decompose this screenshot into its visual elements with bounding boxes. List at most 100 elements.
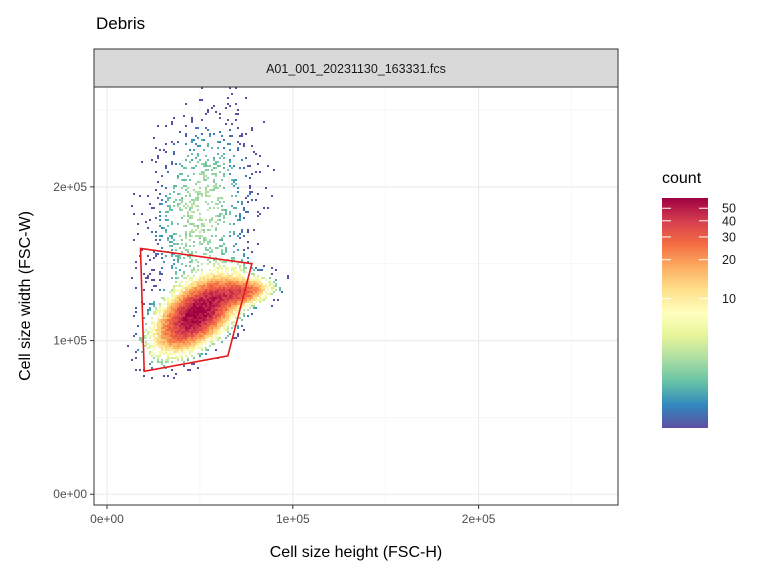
- density-cell: [221, 213, 223, 215]
- density-cell: [215, 221, 217, 223]
- density-cell: [195, 291, 197, 293]
- density-cell: [175, 233, 177, 235]
- density-cell: [213, 303, 215, 305]
- density-cell: [181, 299, 183, 301]
- density-cell: [237, 263, 239, 265]
- density-cell: [231, 313, 233, 315]
- density-cell: [225, 247, 227, 249]
- density-cell: [197, 287, 199, 289]
- density-cell: [239, 167, 241, 169]
- density-cell: [135, 307, 137, 309]
- density-cell: [185, 295, 187, 297]
- density-cell: [193, 211, 195, 213]
- density-cell: [271, 283, 273, 285]
- density-cell: [183, 215, 185, 217]
- density-cell: [229, 287, 231, 289]
- density-cell: [183, 335, 185, 337]
- x-axis: 0e+00 1e+05 2e+05: [90, 505, 496, 526]
- density-cell: [209, 345, 211, 347]
- density-cell: [159, 215, 161, 217]
- density-cell: [203, 287, 205, 289]
- density-cell: [265, 295, 267, 297]
- density-cell: [205, 253, 207, 255]
- density-cell: [193, 281, 195, 283]
- density-cell: [185, 341, 187, 343]
- density-cell: [189, 307, 191, 309]
- density-cell: [187, 315, 189, 317]
- density-cell: [177, 347, 179, 349]
- density-cell: [213, 305, 215, 307]
- density-cell: [195, 289, 197, 291]
- density-cell: [223, 321, 225, 323]
- density-cell: [211, 315, 213, 317]
- density-cell: [271, 293, 273, 295]
- density-cell: [251, 285, 253, 287]
- density-cell: [159, 203, 161, 205]
- density-cell: [203, 241, 205, 243]
- density-cell: [175, 327, 177, 329]
- density-cell: [181, 307, 183, 309]
- density-cell: [195, 335, 197, 337]
- density-cell: [221, 273, 223, 275]
- density-cell: [229, 315, 231, 317]
- density-cell: [225, 209, 227, 211]
- density-cell: [177, 319, 179, 321]
- density-cell: [247, 231, 249, 233]
- density-cell: [161, 349, 163, 351]
- density-cell: [217, 293, 219, 295]
- density-cell: [245, 271, 247, 273]
- density-cell: [169, 307, 171, 309]
- density-cell: [185, 195, 187, 197]
- density-cell: [175, 317, 177, 319]
- density-cell: [215, 323, 217, 325]
- density-cell: [179, 339, 181, 341]
- density-cell: [237, 327, 239, 329]
- density-cell: [179, 331, 181, 333]
- density-cell: [217, 333, 219, 335]
- density-cell: [187, 359, 189, 361]
- density-cell: [169, 327, 171, 329]
- density-cell: [247, 285, 249, 287]
- density-cell: [213, 273, 215, 275]
- density-cell: [237, 305, 239, 307]
- density-cell: [191, 303, 193, 305]
- density-cell: [161, 247, 163, 249]
- density-cell: [149, 273, 151, 275]
- density-cell: [187, 335, 189, 337]
- density-cell: [143, 303, 145, 305]
- density-cell: [155, 235, 157, 237]
- density-cell: [127, 345, 129, 347]
- density-cell: [211, 323, 213, 325]
- density-cell: [189, 287, 191, 289]
- density-cell: [155, 323, 157, 325]
- density-cell: [201, 163, 203, 165]
- density-cell: [245, 267, 247, 269]
- density-cell: [249, 293, 251, 295]
- density-cell: [165, 299, 167, 301]
- density-cell: [257, 269, 259, 271]
- density-cell: [155, 345, 157, 347]
- density-cell: [189, 215, 191, 217]
- density-cell: [213, 331, 215, 333]
- density-cell: [175, 351, 177, 353]
- density-cell: [243, 281, 245, 283]
- density-cell: [259, 293, 261, 295]
- density-cell: [217, 147, 219, 149]
- density-cell: [213, 173, 215, 175]
- density-cell: [193, 241, 195, 243]
- density-cell: [233, 289, 235, 291]
- density-cell: [205, 333, 207, 335]
- density-cell: [171, 121, 173, 123]
- density-cell: [179, 341, 181, 343]
- density-cell: [201, 305, 203, 307]
- density-cell: [237, 289, 239, 291]
- density-cell: [213, 291, 215, 293]
- density-cell: [183, 341, 185, 343]
- density-cell: [183, 347, 185, 349]
- density-cell: [257, 281, 259, 283]
- density-cell: [185, 203, 187, 205]
- density-cell: [233, 285, 235, 287]
- density-cell: [181, 179, 183, 181]
- density-cell: [215, 173, 217, 175]
- density-cell: [171, 315, 173, 317]
